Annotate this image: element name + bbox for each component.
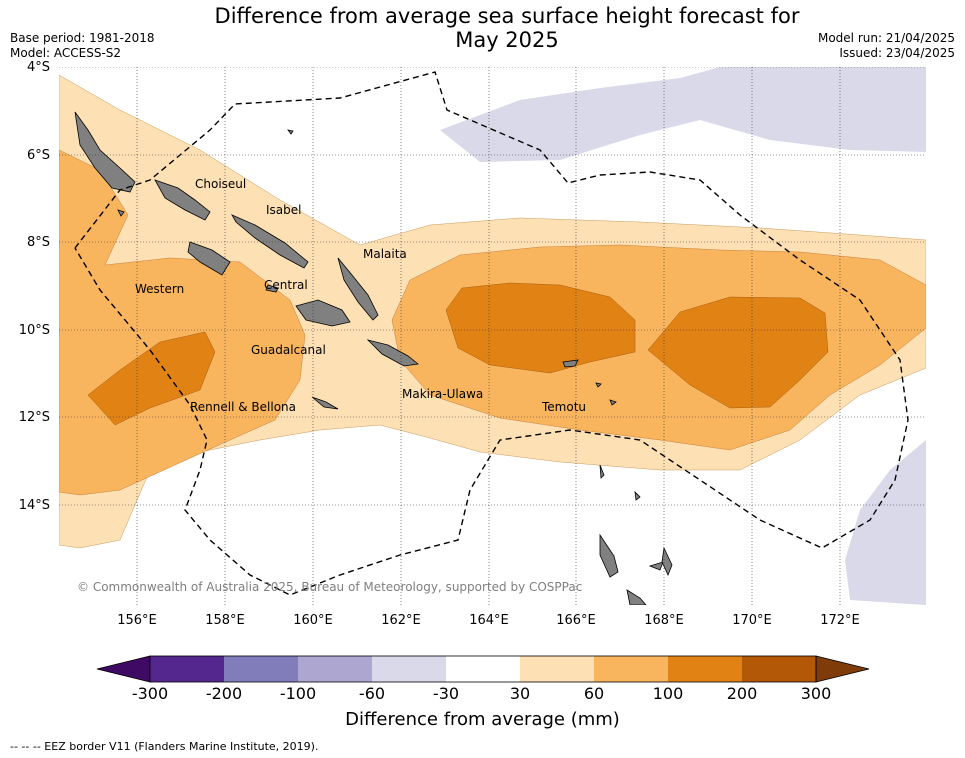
lon-label-166e: 166°E [556,613,596,628]
ambae-island [648,561,664,571]
pentecost-island [661,546,673,577]
colorbar-seg-2 [224,656,298,682]
lat-label-14s: 14°S [18,498,50,513]
colorbar-tick-10: 300 [800,684,832,703]
colorbar-tick-5: -30 [432,684,460,703]
shortland-islands [117,209,125,217]
place-choiseul: Choiseul [195,177,247,191]
lon-label-160e: 160°E [293,613,333,628]
colorbar-seg-7 [594,656,668,682]
colorbar-seg-6 [520,656,594,682]
colorbar-seg-4 [372,656,446,682]
colorbar-tick-7: 60 [583,684,605,703]
lon-label-168e: 168°E [644,613,684,628]
model-run: Model run: 21/04/2025 [817,31,955,45]
contour-100-200-central [445,282,636,374]
rennell-island [311,396,339,410]
place-rennell-bellona: Rennell & Bellona [190,400,297,414]
banks-islands [634,490,641,501]
place-makira-ulawa: Makira-Ulawa [402,387,484,401]
lat-label-8s: 8°S [26,235,50,250]
colorbar [96,655,870,683]
lon-label-172e: 172°E [820,613,860,628]
base-period: Base period: 1981-2018 [10,31,155,45]
colorbar-tick-3: -100 [279,684,317,703]
colorbar-tick-1: -300 [131,684,169,703]
colorbar-seg-5 [446,656,520,682]
issued-date: Issued: 23/04/2025 [839,46,955,60]
graticule [59,67,926,605]
tikopia-island [609,399,617,406]
colorbar-tick-2: -200 [205,684,243,703]
lat-label-6s: 6°S [26,148,50,163]
lon-label-164e: 164°E [469,613,509,628]
contour-100-200-east [647,296,829,409]
florida-islands [265,284,279,293]
contour-neg-60-30-north [440,67,926,162]
colorbar-tick-4: -60 [358,684,386,703]
colorbar-seg-3 [298,656,372,682]
colorbar-seg-1 [150,656,224,682]
duff-islands [595,382,602,388]
map-area [59,67,926,605]
eez-legend-note: -- -- -- EEZ border V11 (Flanders Marine… [10,740,319,753]
lon-label-158e: 158°E [205,613,245,628]
choiseul-island [154,179,211,221]
colorbar-seg-8 [668,656,742,682]
run-info: Model run: 21/04/2025 Issued: 23/04/2025 [818,31,955,61]
place-guadalcanal: Guadalcanal [251,343,326,357]
guadalcanal-island [295,299,351,327]
model-name: Model: ACCESS-S2 [10,46,122,60]
land-masses [74,111,673,605]
colorbar-tick-6: 30 [509,684,531,703]
place-western: Western [135,282,185,296]
santa-isabel-island [231,214,309,269]
copyright-notice: © Commonwealth of Australia 2025, Bureau… [77,580,583,594]
model-info: Base period: 1981-2018 Model: ACCESS-S2 [10,31,155,61]
malakula-island [626,589,647,605]
title-line-1: Difference from average sea surface heig… [214,4,800,28]
colorbar-label: Difference from average (mm) [345,709,620,730]
espiritu-santo-island [599,533,619,578]
map-title: Difference from average sea surface heig… [0,4,965,52]
eez-border [74,71,909,596]
new-georgia-islands [187,241,231,276]
colorbar-tick-9: 200 [726,684,758,703]
bougainville-island [74,111,136,193]
ontong-java-atoll [287,129,294,135]
colorbar-seg-9 [742,656,816,682]
contour-neg-60-30-southeast [845,440,926,605]
torres-islands [599,464,605,479]
colorbar-tick-8: 100 [652,684,684,703]
makira-island [366,339,419,367]
place-temotu: Temotu [542,400,587,414]
title-line-2: May 2025 [455,28,559,52]
place-malaita: Malaita [363,247,407,261]
malaita-island [337,257,379,321]
lon-label-156e: 156°E [117,613,157,628]
place-central: Central [264,278,308,292]
lon-label-162e: 162°E [381,613,421,628]
colorbar-extend-high [815,655,870,683]
lon-label-170e: 170°E [732,613,772,628]
contour-100-200-rennell [87,331,216,426]
lat-label-12s: 12°S [18,410,50,425]
santa-cruz-islands [562,359,579,368]
lat-label-10s: 10°S [18,323,50,338]
place-isabel: Isabel [266,203,302,217]
lat-label-4s: 4°S [26,60,50,75]
colorbar-outline [149,655,817,683]
colorbar-extend-low [96,655,151,683]
